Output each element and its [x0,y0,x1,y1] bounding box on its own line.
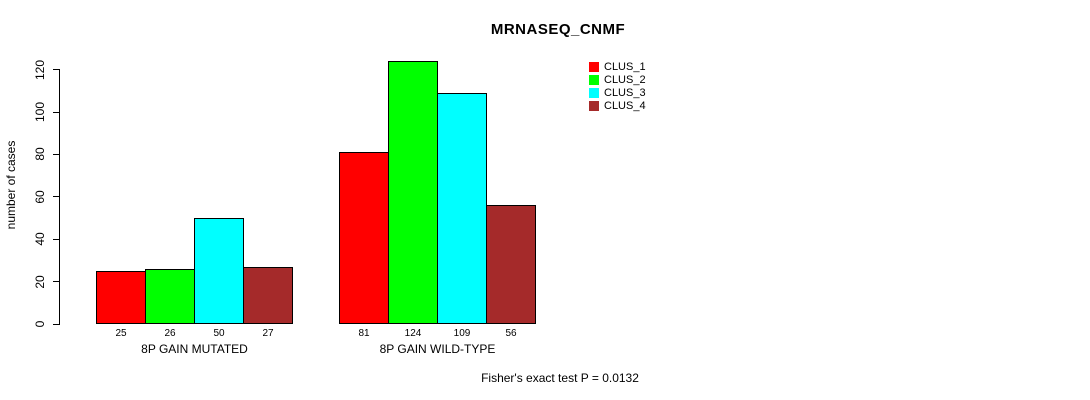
y-axis-tick [53,69,59,71]
legend-label: CLUS_4 [604,99,646,112]
bar-clus_4-group1 [243,266,293,324]
y-axis-tick-label: 40 [33,232,47,246]
y-axis-tick [53,153,59,155]
y-axis-tick [53,323,59,325]
bar-clus_2-group2 [388,61,438,324]
bar-value-label: 50 [213,328,225,339]
legend-label: CLUS_2 [604,73,646,86]
bar-value-label: 124 [404,328,422,339]
group-label: 8P GAIN WILD-TYPE [379,342,496,356]
bar-value-label: 26 [164,328,176,339]
y-axis-tick-label: 80 [33,147,47,162]
legend-item: CLUS_3 [589,86,646,99]
legend-item: CLUS_1 [589,60,646,73]
legend-swatch [589,74,599,85]
y-axis-tick-label: 20 [33,274,47,289]
bar-clus_3-group1 [194,218,244,324]
bar-clus_3-group2 [437,92,487,324]
footer-note: Fisher's exact test P = 0.0132 [481,371,639,385]
bar-value-label: 56 [505,328,517,339]
bar-value-label: 27 [262,328,274,339]
y-axis-tick [53,238,59,240]
y-axis [59,69,60,325]
bar-value-label: 109 [453,328,471,339]
bar-clus_1-group1 [96,271,146,324]
y-axis-tick [53,111,59,113]
legend-item: CLUS_2 [589,73,646,86]
legend-label: CLUS_1 [604,60,646,73]
chart-title: MRNASEQ_CNMF [490,21,626,38]
group-label: 8P GAIN MUTATED [141,342,248,356]
legend-label: CLUS_3 [604,86,646,99]
legend-item: CLUS_4 [589,99,646,112]
y-axis-tick-label: 100 [33,101,47,123]
y-axis-tick-label: 60 [33,190,47,204]
bar-clus_4-group2 [486,205,536,324]
y-axis-tick [53,281,59,283]
y-axis-tick-label: 120 [33,59,47,80]
legend-swatch [589,100,599,111]
bar-value-label: 81 [358,328,370,339]
y-axis-tick-label: 0 [33,320,47,328]
legend-swatch [589,87,599,98]
legend-swatch [589,61,599,72]
y-axis-tick [53,196,59,198]
y-axis-label: number of cases [4,140,18,230]
bar-value-label: 25 [115,328,127,339]
bar-clus_2-group1 [145,268,195,324]
bar-clus_1-group2 [339,152,389,324]
legend: CLUS_1 CLUS_2 CLUS_3 CLUS_4 [589,60,646,112]
